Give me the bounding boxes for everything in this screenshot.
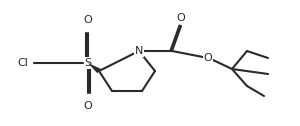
Text: N: N	[135, 46, 143, 56]
Text: O: O	[84, 101, 92, 111]
Text: S: S	[84, 58, 92, 68]
Text: O: O	[204, 53, 212, 63]
Polygon shape	[88, 63, 100, 73]
Text: Cl: Cl	[17, 58, 28, 68]
Text: O: O	[177, 13, 185, 23]
Text: O: O	[84, 15, 92, 25]
